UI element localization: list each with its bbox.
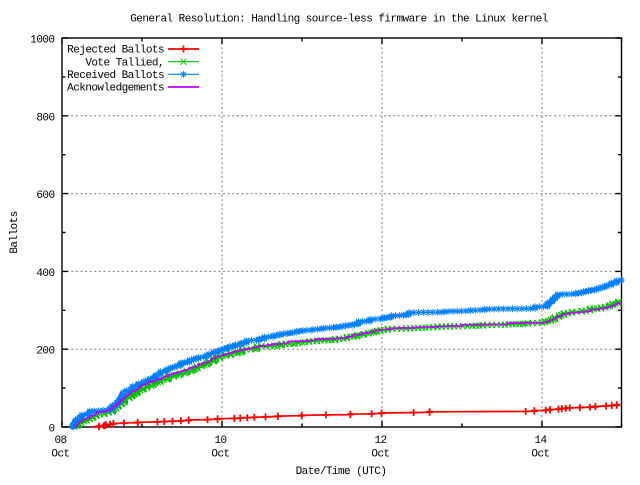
svg-text:Oct: Oct (531, 449, 549, 461)
svg-text:0: 0 (48, 424, 54, 436)
svg-text:Vote Tallied,: Vote Tallied, (85, 57, 164, 69)
svg-text:08: 08 (54, 435, 66, 447)
svg-text:600: 600 (36, 190, 54, 202)
svg-text:200: 200 (36, 346, 54, 358)
svg-text:Ballots: Ballots (9, 211, 21, 253)
svg-text:12: 12 (374, 435, 386, 447)
svg-text:Acknowledgements: Acknowledgements (67, 83, 164, 95)
svg-text:Oct: Oct (371, 449, 389, 461)
svg-text:Received Ballots: Received Ballots (67, 70, 164, 82)
svg-text:800: 800 (36, 112, 54, 124)
svg-text:General Resolution: Handling s: General Resolution: Handling source-less… (130, 14, 548, 26)
svg-text:Rejected Ballots: Rejected Ballots (67, 45, 164, 57)
svg-text:14: 14 (534, 435, 547, 447)
svg-text:Date/Time (UTC): Date/Time (UTC) (296, 466, 387, 478)
svg-text:400: 400 (36, 268, 54, 280)
svg-text:1000: 1000 (30, 35, 54, 47)
svg-text:Oct: Oct (51, 449, 69, 461)
svg-text:Oct: Oct (211, 449, 229, 461)
svg-text:10: 10 (214, 435, 226, 447)
